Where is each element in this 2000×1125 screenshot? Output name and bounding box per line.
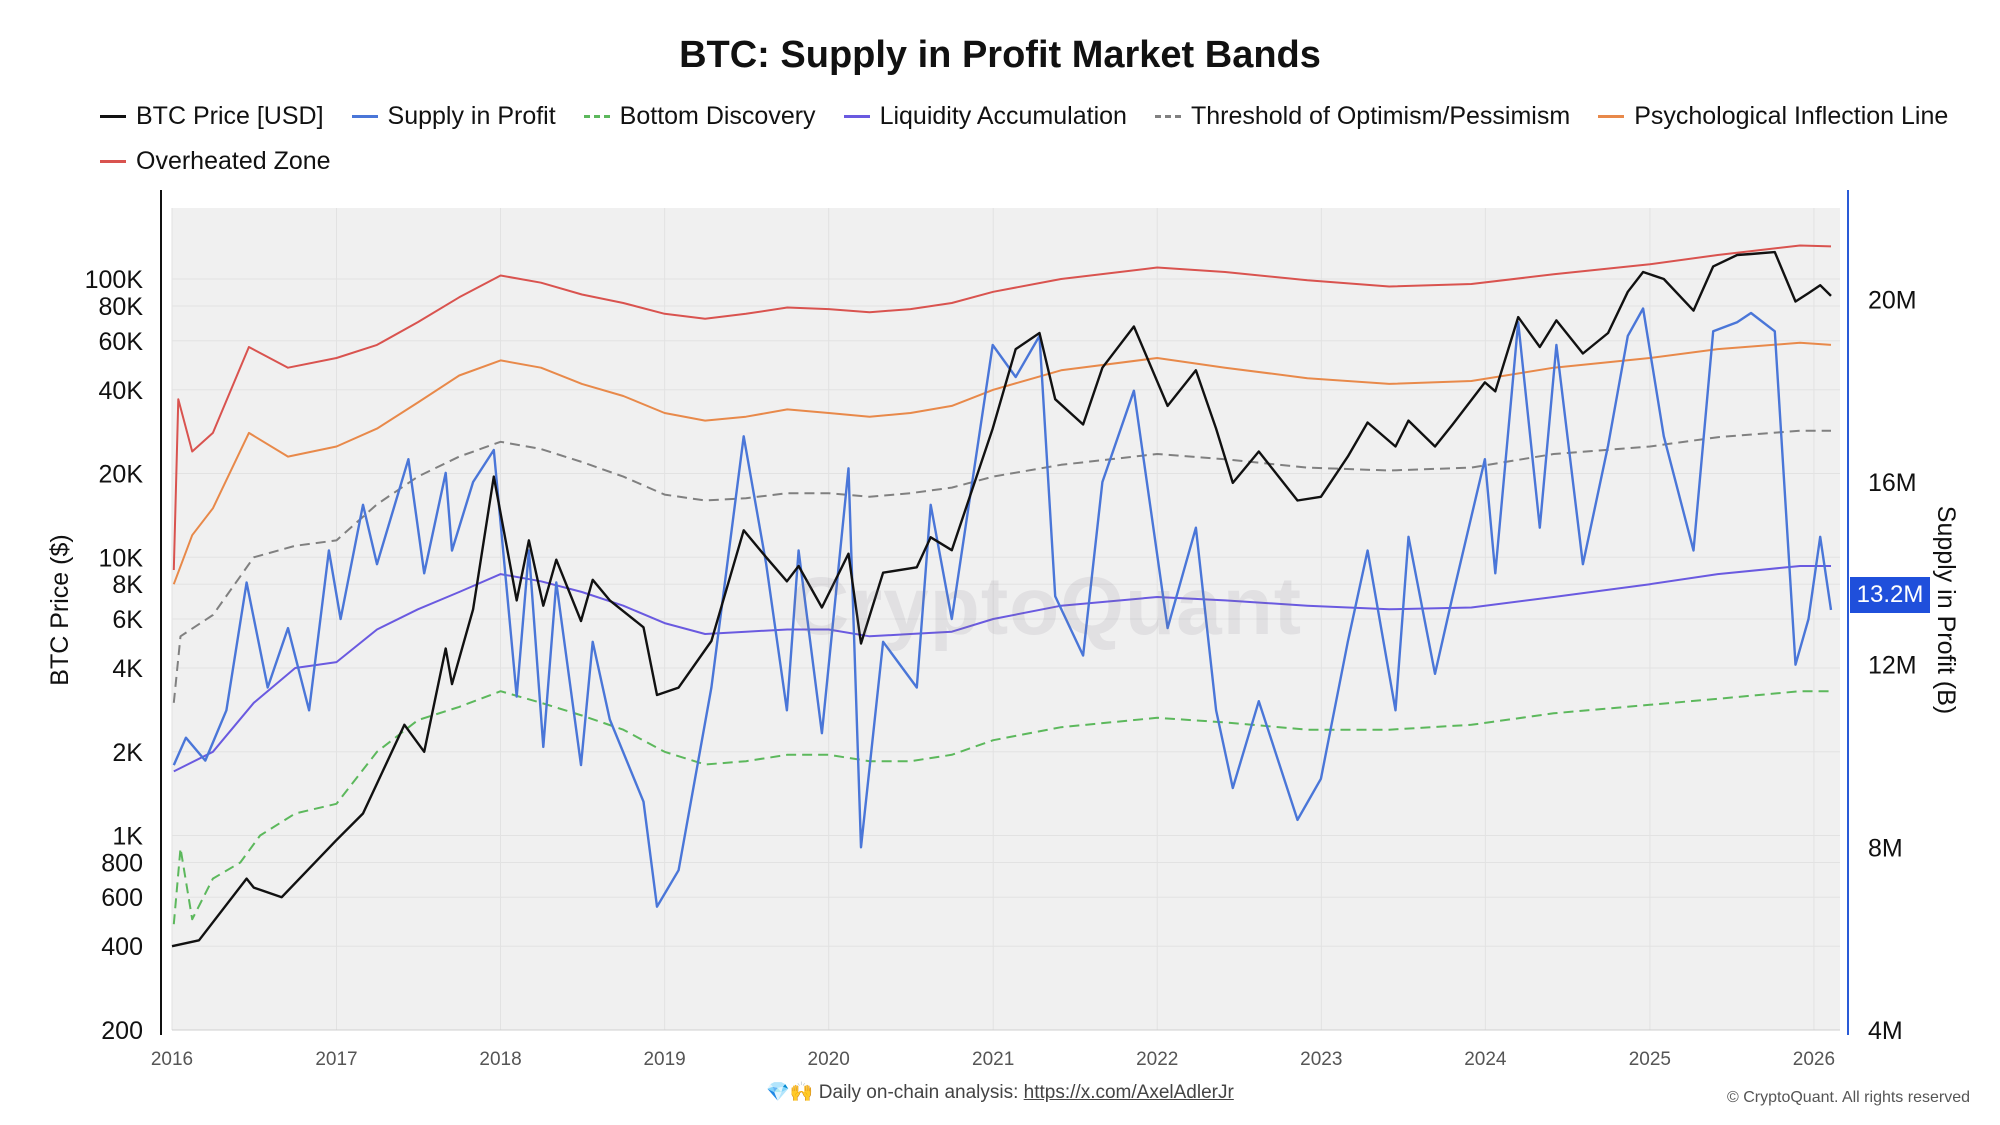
chart-title: BTC: Supply in Profit Market Bands [679, 34, 1321, 76]
legend-item: BTC Price [USD] [100, 102, 324, 131]
series-btc-price-usd [171, 250, 1832, 948]
footer-link[interactable]: https://x.com/AxelAdlerJr [1023, 1082, 1234, 1103]
legend-swatch [100, 115, 126, 118]
y-left-tick-label: 20K [99, 461, 144, 489]
legend-label: Psychological Inflection Line [1634, 102, 1949, 130]
footer-emoji: 💎🙌 [766, 1082, 814, 1103]
y-left-tick-label: 6K [112, 606, 143, 634]
y-left-tick-label: 4K [112, 655, 143, 683]
y-left-tick-label: 400 [101, 933, 143, 961]
footer-text: Daily on-chain analysis: [818, 1082, 1024, 1103]
y-left-tick-label: 80K [99, 293, 144, 321]
y-left-tick-label: 2K [112, 739, 143, 767]
y-right-tick-label: 12M [1868, 652, 1917, 680]
legend-swatch [583, 115, 610, 118]
x-tick-label: 2024 [1464, 1049, 1507, 1070]
legend-item: Liquidity Accumulation [843, 102, 1127, 131]
legend-item: Threshold of Optimism/Pessimism [1154, 102, 1571, 131]
legend-swatch [351, 115, 378, 118]
y-left-tick-label: 600 [101, 884, 143, 912]
legend-label: Supply in Profit [387, 102, 556, 130]
x-tick-label: 2021 [972, 1049, 1014, 1070]
watermark: CryptoQuant [790, 561, 1303, 652]
legend-item: Supply in Profit [351, 102, 556, 131]
legend-label: BTC Price [USD] [136, 102, 324, 130]
legend-label: Threshold of Optimism/Pessimism [1190, 102, 1571, 130]
copyright-text: © CryptoQuant. All rights reserved [1727, 1089, 1970, 1106]
y-right-tick-label: 4M [1868, 1017, 1903, 1045]
legend-item: Bottom Discovery [583, 102, 816, 131]
y-right-axis-title: Supply in Profit (B) [1932, 506, 1960, 714]
current-value-badge: 13.2M [1850, 577, 1930, 613]
legend-swatch [100, 160, 126, 163]
series-bottom-discovery [172, 690, 1831, 925]
legend-swatch [1154, 115, 1181, 118]
legend-swatch [843, 115, 870, 118]
x-tick-label: 2026 [1793, 1049, 1835, 1070]
y-left-tick-label: 60K [99, 328, 144, 356]
legend-label: Bottom Discovery [619, 102, 816, 130]
y-left-tick-label: 40K [99, 377, 144, 405]
legend-item: Overheated Zone [100, 147, 331, 176]
x-tick-label: 2017 [315, 1049, 357, 1070]
y-left-tick-label: 200 [101, 1017, 143, 1045]
x-tick-label: 2023 [1300, 1049, 1342, 1070]
y-left-tick-label: 10K [99, 544, 144, 572]
series-supply-in-profit [172, 307, 1833, 908]
footer: 💎🙌 Daily on-chain analysis: https://x.co… [0, 1080, 2000, 1104]
series-psychological-inflection-line [172, 341, 1832, 585]
y-left-tick-label: 800 [101, 849, 143, 877]
legend-item: Psychological Inflection Line [1598, 102, 1948, 131]
x-tick-label: 2016 [151, 1049, 193, 1070]
legend: BTC Price [USD] Supply in Profit Bottom Di… [100, 96, 1980, 186]
y-right-tick-label: 20M [1868, 286, 1917, 314]
y-left-axis-title: BTC Price ($) [46, 534, 74, 685]
x-tick-label: 2022 [1136, 1049, 1178, 1070]
x-tick-label: 2025 [1629, 1049, 1671, 1070]
legend-swatch [1598, 115, 1625, 118]
y-left-tick-label: 100K [85, 266, 144, 294]
series-overheated-zone [172, 244, 1832, 571]
series-threshold-of-optimism-pessimism [172, 429, 1831, 703]
legend-label: Overheated Zone [136, 147, 331, 175]
y-left-tick-label: 8K [112, 571, 143, 599]
y-right-tick-label: 8M [1868, 834, 1903, 862]
x-tick-label: 2019 [643, 1049, 685, 1070]
y-left-tick-label: 1K [112, 823, 143, 851]
x-tick-label: 2020 [808, 1049, 850, 1070]
y-right-tick-label: 16M [1868, 469, 1917, 497]
x-tick-label: 2018 [479, 1049, 521, 1070]
legend-label: Liquidity Accumulation [879, 102, 1127, 130]
